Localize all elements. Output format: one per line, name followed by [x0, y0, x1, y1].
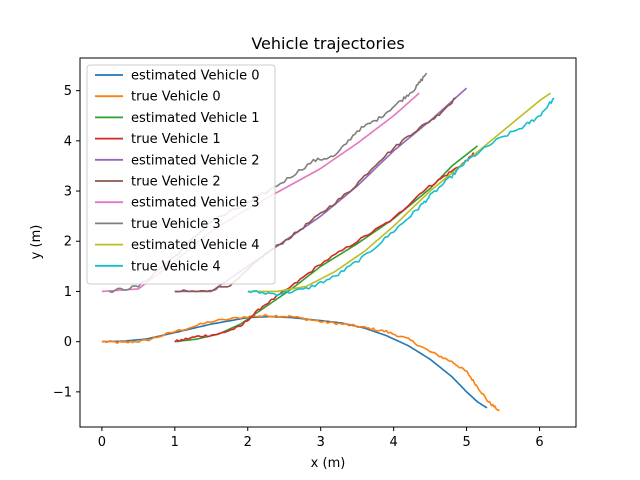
- series-line-1: [101, 313, 500, 412]
- legend-entry: true Vehicle 4: [131, 259, 221, 274]
- x-tick-label: 1: [171, 435, 179, 450]
- x-tick-label: 3: [317, 435, 325, 450]
- y-axis: −1 0 1 2 3 4 5: [53, 84, 80, 400]
- legend-entry: true Vehicle 0: [131, 90, 221, 105]
- series-line-8: [247, 92, 551, 293]
- x-tick-label: 2: [244, 435, 252, 450]
- y-tick-label: 4: [64, 134, 72, 149]
- series-line-5: [174, 97, 456, 293]
- chart-title: Vehicle trajectories: [251, 34, 404, 53]
- y-tick-label: 1: [64, 285, 72, 300]
- y-tick-label: −1: [53, 385, 72, 400]
- legend-entry: estimated Vehicle 2: [131, 153, 259, 168]
- y-tick-label: 0: [64, 335, 72, 350]
- x-tick-label: 4: [390, 435, 398, 450]
- x-tick-label: 6: [535, 435, 543, 450]
- series-line-9: [247, 97, 555, 297]
- y-tick-label: 3: [64, 185, 72, 200]
- y-axis-label: y (m): [29, 225, 44, 260]
- y-tick-label: 5: [64, 84, 72, 99]
- x-tick-label: 5: [462, 435, 470, 450]
- y-tick-label: 2: [64, 235, 72, 250]
- legend-entry: true Vehicle 1: [131, 132, 221, 147]
- legend-entry: true Vehicle 3: [131, 217, 221, 232]
- legend: estimated Vehicle 0 true Vehicle 0 estimat…: [86, 64, 276, 285]
- x-axis-label: x (m): [311, 456, 346, 471]
- legend-entry: estimated Vehicle 0: [131, 69, 259, 84]
- legend-entry: true Vehicle 2: [131, 175, 221, 190]
- legend-entry: estimated Vehicle 4: [131, 238, 259, 253]
- legend-box: [86, 64, 276, 285]
- legend-entry: estimated Vehicle 3: [131, 196, 259, 211]
- series-line-0: [101, 315, 488, 409]
- legend-entry: estimated Vehicle 1: [131, 111, 259, 126]
- x-tick-label: 0: [98, 435, 106, 450]
- series-line-3: [174, 152, 475, 343]
- plot-frame: [79, 57, 577, 428]
- x-axis: 0 1 2 3 4 5 6: [98, 427, 544, 450]
